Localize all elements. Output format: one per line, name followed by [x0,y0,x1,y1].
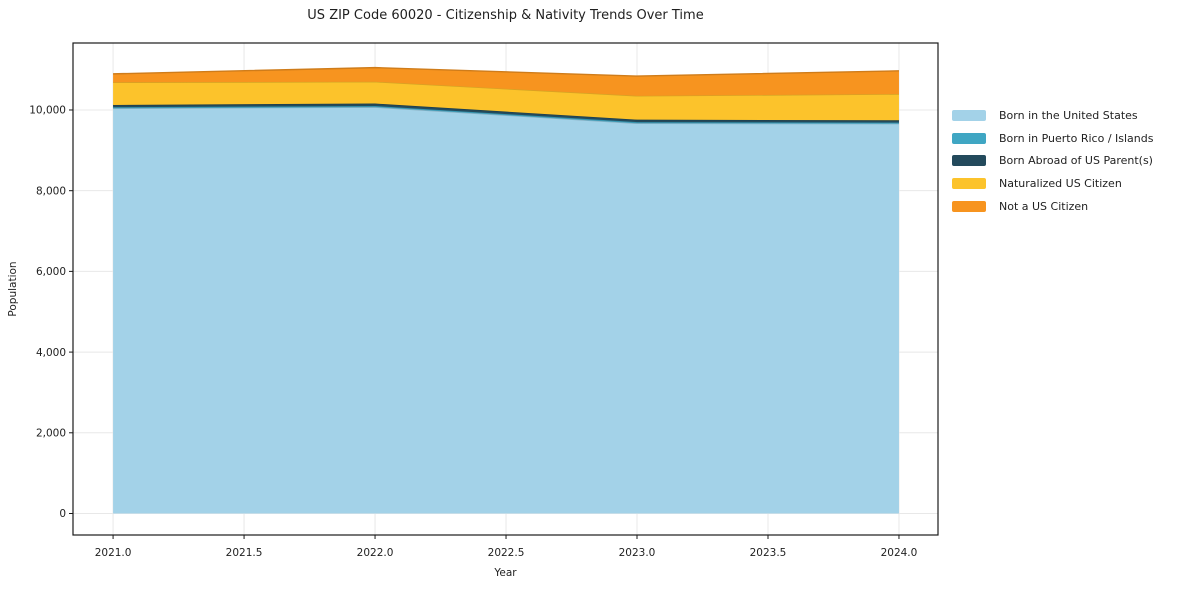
y-tick-label: 10,000 [29,105,66,117]
legend-label: Born Abroad of US Parent(s) [999,154,1153,168]
edge-born-abroad-of-us-parent-s [113,102,899,121]
y-tick-label: 8,000 [36,185,66,197]
edge-not-a-us-citizen [113,66,899,77]
x-tick-label: 2023.0 [619,547,656,559]
x-tick-label: 2024.0 [881,547,918,559]
chart-title: US ZIP Code 60020 - Citizenship & Nativi… [307,8,704,23]
x-tick-label: 2022.0 [357,547,394,559]
legend-item-not-a-us-citizen: Not a US Citizen [952,195,1153,218]
y-tick-label: 2,000 [36,427,66,439]
y-tick-label: 0 [59,508,66,520]
legend-item-born-in-puerto-rico-islands: Born in Puerto Rico / Islands [952,127,1153,150]
legend-item-born-abroad-of-us-parent-s: Born Abroad of US Parent(s) [952,150,1153,173]
legend-label: Born in Puerto Rico / Islands [999,131,1154,145]
legend-label: Naturalized US Citizen [999,177,1122,191]
legend-item-born-in-the-united-states: Born in the United States [952,104,1153,127]
legend-swatch [952,132,986,144]
legend-label: Not a US Citizen [999,200,1089,214]
y-tick-label: 6,000 [36,266,66,278]
x-tick-label: 2021.5 [226,547,263,559]
legend: Born in the United States Born in Puerto … [952,104,1153,218]
area-not-a-us-citizen [113,67,899,96]
x-axis-label: Year [494,567,517,579]
legend-item-naturalized-us-citizen: Naturalized US Citizen [952,172,1153,195]
y-tick-label: 4,000 [36,347,66,359]
legend-swatch [952,201,986,213]
y-axis-label: Population [7,261,19,317]
plot-border [72,42,939,536]
legend-label: Born in the United States [999,108,1138,122]
area-born-in-the-united-states [113,107,899,514]
area-naturalized-us-citizen [113,81,899,121]
x-tick-label: 2022.5 [488,547,525,559]
area-born-in-puerto-rico-islands [113,105,899,124]
legend-swatch [952,155,986,167]
area-born-abroad-of-us-parent-s [113,103,899,123]
legend-swatch [952,178,986,190]
x-tick-label: 2021.0 [95,547,132,559]
x-tick-label: 2023.5 [750,547,787,559]
legend-swatch [952,109,986,121]
